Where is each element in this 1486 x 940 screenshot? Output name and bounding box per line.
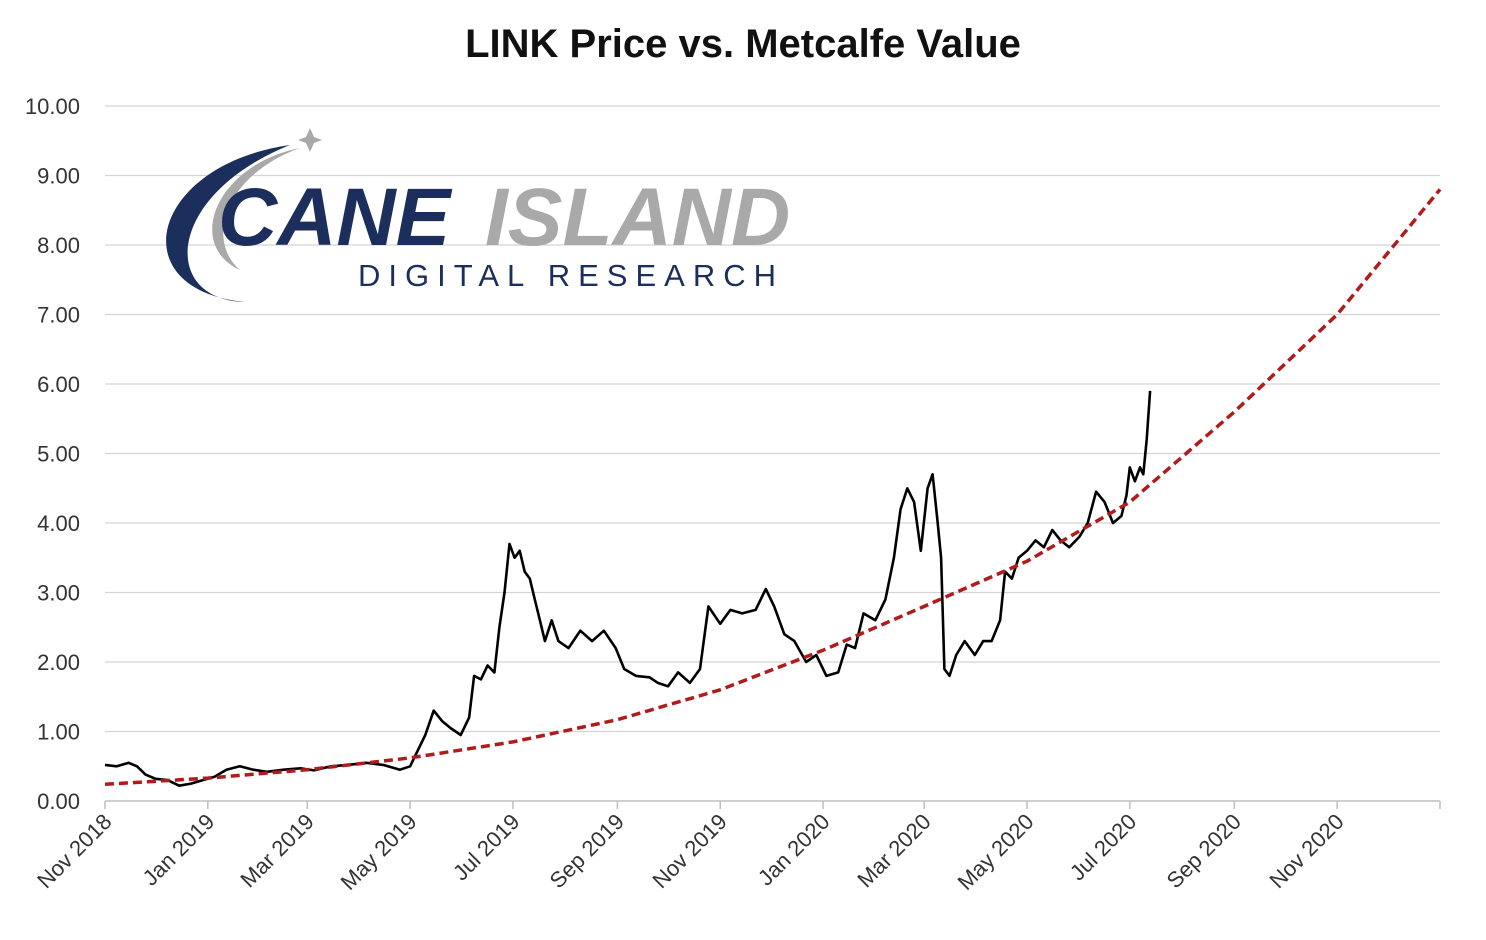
x-tick-label: Sep 2019 bbox=[545, 809, 629, 893]
x-tick-label: Nov 2018 bbox=[32, 809, 116, 893]
x-tick-label: Jan 2019 bbox=[138, 809, 220, 891]
logo-word-cane: CANE bbox=[218, 172, 453, 263]
x-tick-label: Nov 2019 bbox=[648, 809, 732, 893]
y-tick-label: 9.00 bbox=[37, 164, 80, 189]
x-tick-label: Mar 2020 bbox=[852, 809, 935, 892]
x-tick-label: Mar 2019 bbox=[235, 809, 318, 892]
x-tick-label: Jul 2020 bbox=[1065, 809, 1142, 886]
gridlines bbox=[105, 105, 1440, 733]
logo-crescent-grey bbox=[212, 148, 300, 270]
x-tick-label: May 2020 bbox=[953, 809, 1039, 895]
y-tick-labels: 0.00 1.00 2.00 3.00 4.00 5.00 6.00 7.00 8.00 9.00… bbox=[25, 94, 80, 814]
x-tick-label: Sep 2020 bbox=[1162, 809, 1246, 893]
y-tick-label: 0.00 bbox=[37, 789, 80, 814]
y-tick-label: 3.00 bbox=[37, 581, 80, 606]
y-tick-label: 7.00 bbox=[37, 303, 80, 328]
y-tick-label: 6.00 bbox=[37, 372, 80, 397]
x-tick-labels: Nov 2018 Jan 2019 Mar 2019 May 2019 Jul 2019… bbox=[32, 809, 1348, 895]
y-tick-label: 4.00 bbox=[37, 511, 80, 536]
y-tick-label: 8.00 bbox=[37, 233, 80, 258]
y-tick-label: 1.00 bbox=[37, 720, 80, 745]
cane-island-logo: CANE ISLAND DIGITAL RESEARCH bbox=[166, 128, 790, 302]
series-line-1 bbox=[104, 188, 1442, 787]
series bbox=[104, 188, 1442, 788]
x-tick-label: May 2019 bbox=[336, 809, 422, 895]
logo-word-island: ISLAND bbox=[485, 172, 790, 263]
x-tick-label: Jul 2019 bbox=[448, 809, 525, 886]
x-tick-label: Jan 2020 bbox=[753, 809, 835, 891]
logo-tagline: DIGITAL RESEARCH bbox=[358, 258, 784, 293]
chart-title: LINK Price vs. Metcalfe Value bbox=[465, 22, 1021, 66]
logo-crescent-navy bbox=[166, 145, 290, 302]
logo-star-icon bbox=[298, 128, 322, 152]
y-tick-label: 10.00 bbox=[25, 94, 80, 119]
series-line-0 bbox=[104, 390, 1152, 788]
x-tick-label: Nov 2020 bbox=[1264, 809, 1348, 893]
axes bbox=[104, 800, 1441, 809]
y-tick-label: 2.00 bbox=[37, 650, 80, 675]
y-tick-label: 5.00 bbox=[37, 442, 80, 467]
